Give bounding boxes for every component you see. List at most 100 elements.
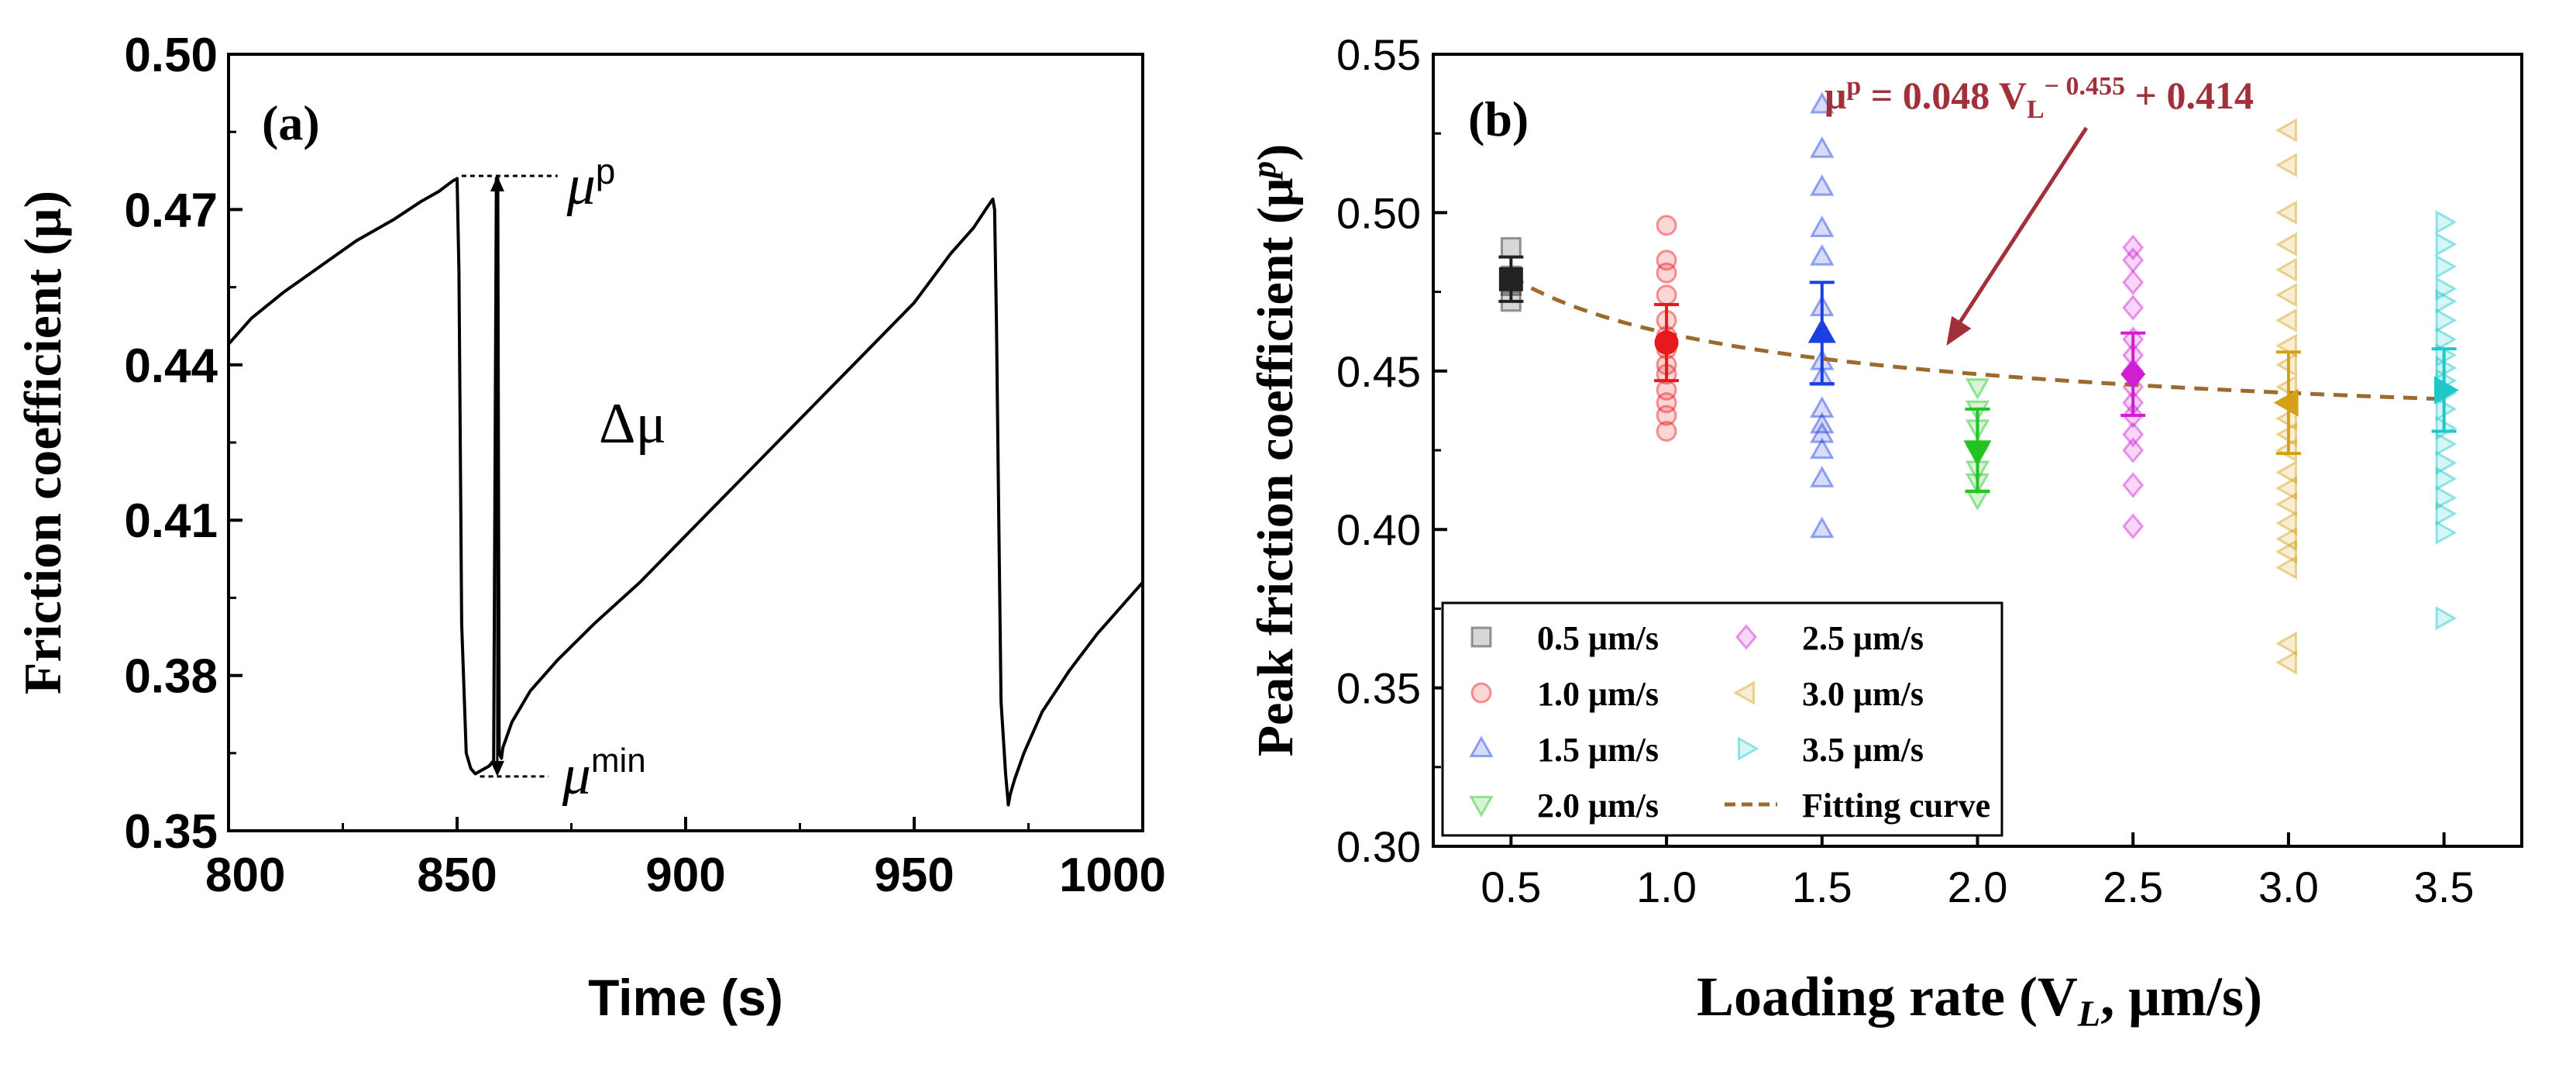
- x-tick-label-b: 3.0: [2258, 863, 2319, 911]
- x-axis-label-b: Loading rate (VL, μm/s): [1697, 966, 2262, 1035]
- x-axis-label-a: Time (s): [588, 969, 783, 1026]
- data-point: [2275, 476, 2298, 501]
- legend-label: 1.5 μm/s: [1537, 731, 1659, 769]
- y-tick-label-b: 0.30: [1336, 822, 1421, 871]
- legend-label: 2.5 μm/s: [1802, 619, 1924, 657]
- x-tick-label-b: 2.5: [2103, 863, 2163, 911]
- tick-marks-a: [227, 53, 1144, 832]
- data-point: [1656, 284, 1677, 306]
- data-point: [2275, 232, 2298, 257]
- y-tick-label-a: 0.35: [124, 805, 218, 859]
- data-point: [2275, 438, 2298, 463]
- data-point: [2275, 650, 2298, 675]
- data-point: [2435, 415, 2457, 441]
- x-tick-label-b: 1.0: [1636, 863, 1697, 911]
- legend-label: Fitting curve: [1802, 787, 1990, 825]
- data-point: [2122, 472, 2144, 498]
- y-tick-label-b: 0.35: [1336, 664, 1421, 713]
- x-tick-label-a: 800: [205, 849, 285, 902]
- legend-marker: [1469, 795, 1494, 818]
- y-tick-label-b: 0.45: [1336, 347, 1421, 396]
- x-tick-label-a: 850: [417, 849, 497, 902]
- data-point: [2435, 397, 2457, 422]
- y-tick-labels-b: 0.30 0.35 0.40 0.45 0.50 0.55: [1336, 30, 1421, 871]
- mean-marker: [1963, 440, 1992, 466]
- data-point: [1500, 236, 1522, 258]
- data-point: [2122, 437, 2144, 463]
- data-point: [1810, 215, 1835, 237]
- y-axis-label-b: Peak friction coefficient (μp): [1245, 144, 1304, 757]
- legend-label: 3.5 μm/s: [1802, 731, 1924, 769]
- data-point: [1810, 465, 1835, 487]
- data-point: [2435, 355, 2457, 381]
- data-point: [2122, 269, 2144, 296]
- data-point: [1965, 378, 1990, 401]
- data-point: [2435, 467, 2457, 491]
- data-point: [1810, 437, 1835, 460]
- data-point: [2275, 555, 2298, 580]
- mu-peak-label: μp: [566, 151, 616, 217]
- data-point: [1656, 392, 1677, 414]
- legend-marker: [1735, 624, 1757, 650]
- y-tick-label-b: 0.50: [1336, 188, 1421, 237]
- legend-label: 3.0 μm/s: [1802, 675, 1924, 713]
- data-point: [2435, 327, 2457, 352]
- friction-curve: [227, 177, 1144, 807]
- data-point: [1810, 243, 1835, 266]
- data-point: [2275, 118, 2298, 143]
- legend-marker: [1737, 736, 1759, 761]
- data-point: [2275, 406, 2298, 431]
- x-tick-labels-b: 0.5 1.0 1.5 2.0 2.5 3.0 3.5: [1481, 863, 2474, 911]
- legend-marker: [1470, 626, 1492, 648]
- legend-marker: [1469, 735, 1494, 758]
- legend-marker: [1733, 680, 1756, 705]
- data-point: [2275, 422, 2298, 447]
- data-point: [2275, 511, 2298, 536]
- data-point: [2435, 485, 2457, 511]
- mean-marker: [1807, 318, 1836, 343]
- data-point: [2275, 153, 2298, 177]
- data-point: [2275, 282, 2298, 308]
- plot-frame-a: [227, 53, 1144, 832]
- data-point: [1656, 215, 1677, 236]
- data-point: [2435, 520, 2457, 546]
- panel-label-b: (b): [1468, 91, 1529, 146]
- data-point: [1656, 405, 1677, 426]
- legend-marker: [1470, 682, 1492, 704]
- y-tick-label-a: 0.47: [124, 184, 218, 237]
- data-point: [2435, 308, 2457, 333]
- data-point: [2122, 234, 2144, 261]
- data-point: [2275, 308, 2298, 333]
- data-point: [2435, 605, 2457, 631]
- data-point: [2122, 294, 2144, 321]
- fit-equation: μp = 0.048 VL− 0.455 + 0.414: [1825, 72, 2254, 124]
- mean-markers-b: [1498, 255, 2459, 494]
- annotations-a: μp μmin Δμ: [461, 151, 666, 807]
- legend-box: [1441, 601, 2003, 837]
- data-point: [1810, 136, 1835, 158]
- data-point: [1810, 421, 1835, 443]
- panel-label-a: (a): [262, 95, 320, 150]
- x-tick-label-b: 3.5: [2414, 863, 2475, 911]
- data-point: [2435, 289, 2457, 314]
- data-point: [2122, 421, 2144, 448]
- data-point: [2435, 450, 2457, 476]
- mean-marker: [2120, 359, 2146, 390]
- data-point: [1810, 396, 1835, 418]
- x-tick-labels-a: 800 850 900 950 1000: [205, 849, 1166, 902]
- data-point: [2275, 200, 2298, 226]
- x-tick-label-a: 1000: [1059, 849, 1166, 902]
- y-tick-label-b: 0.55: [1336, 30, 1421, 79]
- y-tick-label-a: 0.44: [124, 339, 218, 393]
- data-point: [1656, 262, 1677, 284]
- data-point: [1656, 420, 1677, 442]
- data-point: [2275, 491, 2298, 517]
- y-axis-label-a: Friction coefficient (μ): [13, 191, 72, 694]
- mean-marker: [1654, 330, 1679, 355]
- delta-arrowhead-up: [490, 175, 504, 191]
- data-point: [1810, 91, 1835, 114]
- y-tick-label-a: 0.50: [124, 29, 218, 82]
- data-point: [2435, 501, 2457, 526]
- data-point: [2435, 209, 2457, 235]
